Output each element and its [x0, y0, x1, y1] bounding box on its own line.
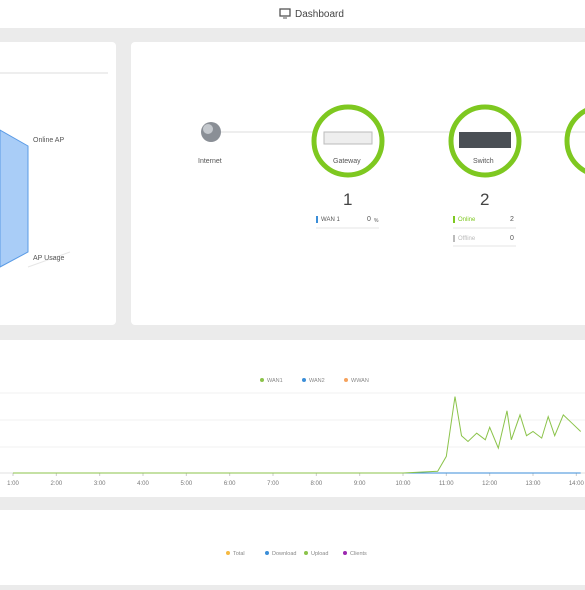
legend-swatch: [304, 551, 308, 555]
x-tick-label: 11:00: [439, 481, 454, 487]
x-tick-label: 1:00: [7, 481, 19, 487]
usage-card: Total Download Upload Clients: [0, 510, 585, 585]
legend-label: Clients: [350, 551, 367, 557]
legend-swatch: [260, 378, 264, 382]
node-label: Switch: [473, 158, 494, 165]
stat-unit: %: [374, 218, 379, 224]
stat-value: 0: [367, 216, 371, 223]
radar-shape: [0, 72, 108, 268]
stat-value: 2: [510, 216, 514, 223]
x-tick-label: 4:00: [137, 481, 149, 487]
page-title: Dashboard: [295, 9, 344, 20]
node-count: 2: [480, 190, 490, 209]
x-tick-label: 14:00: [569, 481, 585, 487]
x-tick-label: 3:00: [94, 481, 106, 487]
legend-swatch: [302, 378, 306, 382]
stat-name: Online: [458, 217, 476, 223]
stat-name: Offline: [458, 236, 476, 242]
legend-label: Download: [272, 551, 296, 557]
node-label: Gateway: [333, 158, 361, 165]
legend-label: Upload: [311, 551, 328, 557]
header-bar: Dashboard: [0, 0, 585, 28]
stat-name: WAN 1: [321, 217, 340, 223]
legend-swatch: [265, 551, 269, 555]
x-tick-label: 5:00: [180, 481, 192, 487]
radar-label: AP Usage: [33, 255, 65, 262]
traffic-chart: 1:00 2:00 3:00 4:00 5:00 6:00 7:00 8:00 9:00 10:0…: [0, 378, 585, 487]
legend-swatch: [226, 551, 230, 555]
topology-card: Internet Gateway Switch 1 2 WAN 1 0 % On…: [131, 42, 585, 325]
legend-label: WWAN: [351, 378, 369, 384]
legend-swatch: [344, 378, 348, 382]
x-tick-label: 12:00: [482, 481, 498, 487]
monitor-icon: [279, 8, 291, 19]
x-tick-label: 2:00: [50, 481, 62, 487]
legend-label: Total: [233, 551, 245, 557]
node-label: Internet: [198, 158, 222, 165]
radar-label: Online AP: [33, 137, 65, 144]
topology-graphic: [201, 104, 585, 247]
x-tick-label: 8:00: [310, 481, 322, 487]
usage-chart: Total Download Upload Clients: [226, 551, 367, 557]
x-tick-label: 6:00: [224, 481, 236, 487]
legend-label: WAN2: [309, 378, 325, 384]
legend-label: WAN1: [267, 378, 283, 384]
legend-swatch: [343, 551, 347, 555]
series-line: [13, 396, 582, 474]
x-tick-label: 10:00: [395, 481, 411, 487]
radar-card: Online AP AP Usage: [0, 42, 116, 325]
x-tick-label: 13:00: [525, 481, 541, 487]
stat-value: 0: [510, 235, 514, 242]
traffic-card: 1:00 2:00 3:00 4:00 5:00 6:00 7:00 8:00 9:00 10:0…: [0, 340, 585, 497]
x-tick-label: 9:00: [354, 481, 366, 487]
x-tick-label: 7:00: [267, 481, 279, 487]
node-count: 1: [343, 190, 353, 209]
